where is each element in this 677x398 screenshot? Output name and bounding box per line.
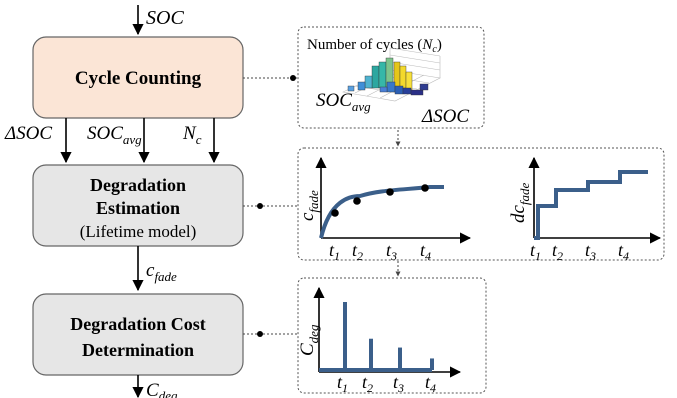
dcfade-tick-t4: t4 <box>618 240 629 263</box>
cfade-y-label: cfade <box>297 190 321 221</box>
soc-avg-output-label: SOCavg <box>87 123 142 147</box>
cdeg-tick-t4: t4 <box>425 372 436 395</box>
histogram-delta-soc-label: ΔSOC <box>421 106 469 127</box>
degradation-curves-panel <box>297 147 665 261</box>
cfade-point-t1 <box>331 209 339 217</box>
dcfade-tick-t2: t2 <box>552 240 563 263</box>
cdeg-tick-t2: t2 <box>362 372 373 395</box>
cdeg-tick-t1: t1 <box>337 372 348 395</box>
dcfade-tick-t1: t1 <box>530 240 541 263</box>
dcfade-y-label: dcfade <box>508 182 532 223</box>
cdeg-output-label: Cdeg <box>146 380 178 398</box>
delta-soc-output-label: ΔSOC <box>4 123 52 144</box>
cfade-tick-t4: t4 <box>420 240 431 263</box>
connector-2-dot <box>257 203 263 209</box>
cycle-counting-label: Cycle Counting <box>75 68 202 89</box>
cfade-tick-t2: t2 <box>352 240 363 263</box>
degradation-estimation-line2: Estimation <box>96 198 180 218</box>
cdeg-y-label: Cdeg <box>297 324 321 356</box>
nc-output-label: Nc <box>182 123 202 147</box>
cfade-tick-t3: t3 <box>386 240 397 263</box>
input-soc-label: SOC <box>146 7 184 29</box>
dcfade-plot: dcfade t1 t2 t3 t4 <box>508 156 662 263</box>
dcfade-tick-t3: t3 <box>585 240 596 263</box>
histogram-title: Number of cycles (Nc) <box>307 37 442 55</box>
dcfade-step-curve <box>534 170 648 240</box>
degradation-cost-box <box>32 293 244 376</box>
degradation-cost-line1: Degradation Cost <box>70 314 206 334</box>
histogram-3d-plot <box>342 47 441 102</box>
cdeg-plot: Cdeg t1 t2 t3 t4 <box>297 286 462 395</box>
cfade-output-label: cfade <box>146 260 177 284</box>
degradation-estimation-line3: (Lifetime model) <box>80 222 197 241</box>
cfade-tick-t1: t1 <box>329 240 340 263</box>
cfade-plot: cfade t1 t2 t3 t4 <box>297 156 472 263</box>
degradation-estimation-line1: Degradation <box>90 175 186 195</box>
connector-1-dot <box>290 75 296 81</box>
cfade-point-t3 <box>386 188 394 196</box>
cfade-point-t2 <box>353 197 361 205</box>
cfade-point-t4 <box>421 184 429 192</box>
histogram-soc-avg-label: SOCavg <box>316 90 371 114</box>
degradation-cost-line2: Determination <box>82 340 194 360</box>
cdeg-tick-t3: t3 <box>393 372 404 395</box>
connector-3-dot <box>257 331 263 337</box>
degradation-cost-panel <box>297 277 487 394</box>
